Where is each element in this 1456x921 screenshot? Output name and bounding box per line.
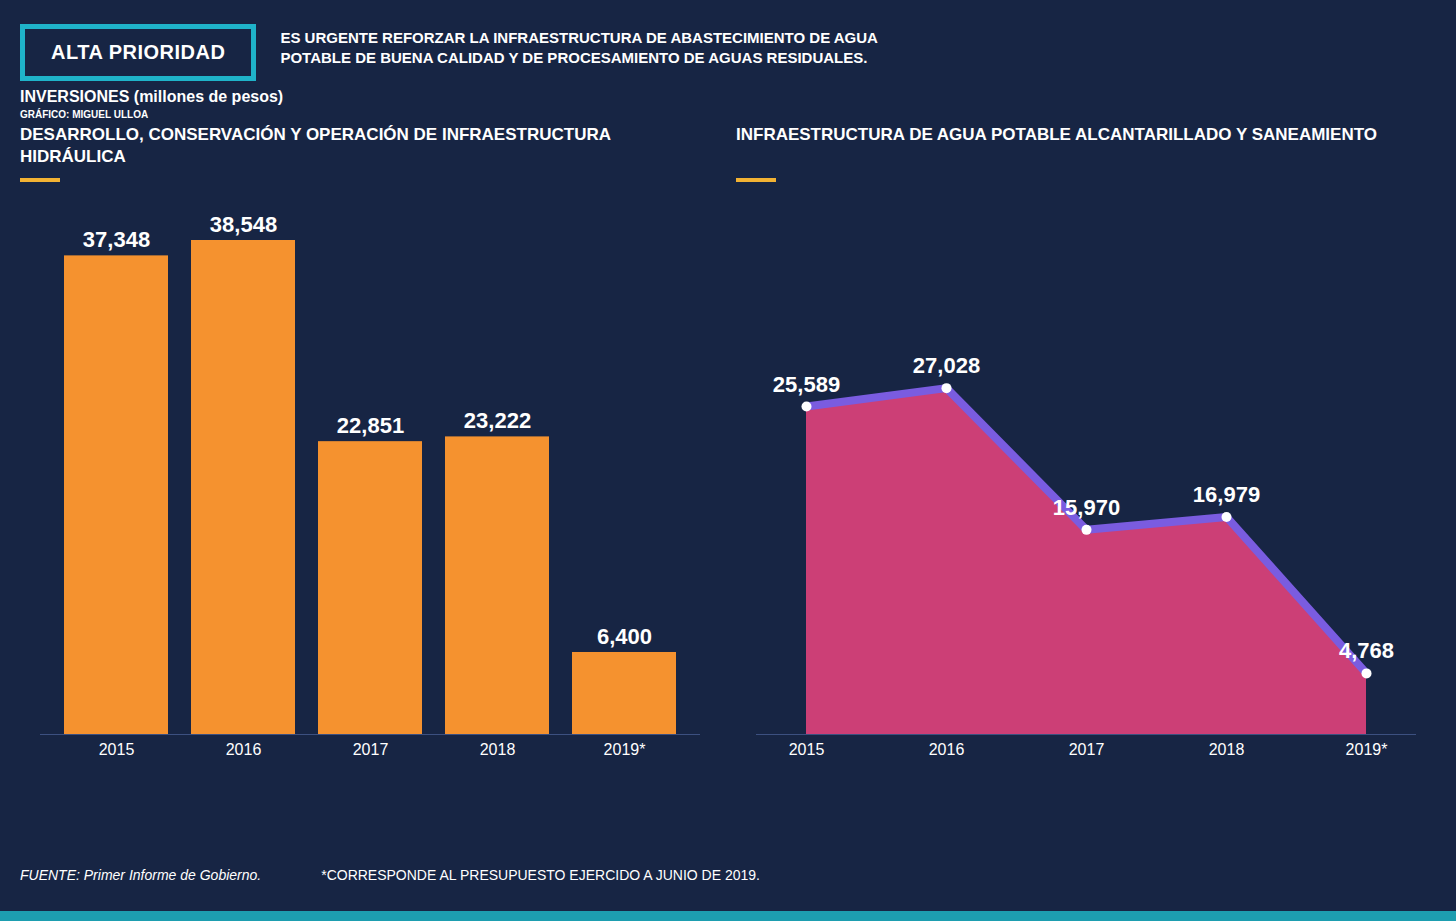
svg-text:2015: 2015 bbox=[789, 741, 825, 758]
svg-text:2017: 2017 bbox=[1069, 741, 1105, 758]
html-text:INFRAESTRUCTURA DE AGUA POTABL: INFRAESTRUCTURA DE AGUA POTABLE ALCANTAR… bbox=[736, 125, 1377, 144]
svg-text:2016: 2016 bbox=[929, 741, 965, 758]
svg-text:6,400: 6,400 bbox=[597, 624, 652, 649]
svg-text:2016: 2016 bbox=[226, 741, 262, 758]
html-text:ALTA PRIORIDAD: ALTA PRIORIDAD bbox=[51, 41, 226, 63]
svg-text:16,979: 16,979 bbox=[1193, 482, 1260, 507]
svg-text:27,028: 27,028 bbox=[913, 353, 980, 378]
svg-text:38,548: 38,548 bbox=[210, 212, 277, 237]
html-text:GRÁFICO: MIGUEL ULLOA: GRÁFICO: MIGUEL ULLOA bbox=[20, 109, 149, 120]
svg-text:25,589: 25,589 bbox=[773, 372, 840, 397]
svg-text:37,348: 37,348 bbox=[83, 227, 150, 252]
svg-text:15,970: 15,970 bbox=[1053, 495, 1120, 520]
svg-text:2019*: 2019* bbox=[1346, 741, 1388, 758]
html-text:ES URGENTE REFORZAR LA INFRAES: ES URGENTE REFORZAR LA INFRAESTRUCTURA D… bbox=[280, 29, 878, 66]
svg-text:23,222: 23,222 bbox=[464, 408, 531, 433]
svg-text:22,851: 22,851 bbox=[337, 413, 404, 438]
html-text:DESARROLLO, CONSERVACIÓN Y OPE: DESARROLLO, CONSERVACIÓN Y OPERACIÓN DE … bbox=[20, 125, 611, 167]
svg-text:2018: 2018 bbox=[480, 741, 516, 758]
svg-text:4,768: 4,768 bbox=[1339, 638, 1394, 663]
svg-text:2017: 2017 bbox=[353, 741, 389, 758]
html-text:FUENTE: Primer Informe de Gobi: FUENTE: Primer Informe de Gobierno. bbox=[20, 867, 262, 883]
html-text:INVERSIONES (millones de pesos: INVERSIONES (millones de pesos) bbox=[20, 88, 284, 105]
svg-text:2019*: 2019* bbox=[604, 741, 646, 758]
html-text:*CORRESPONDE AL PRESUPUESTO EJ: *CORRESPONDE AL PRESUPUESTO EJERCIDO A J… bbox=[321, 867, 760, 883]
svg-text:2015: 2015 bbox=[99, 741, 135, 758]
svg-text:2018: 2018 bbox=[1209, 741, 1245, 758]
